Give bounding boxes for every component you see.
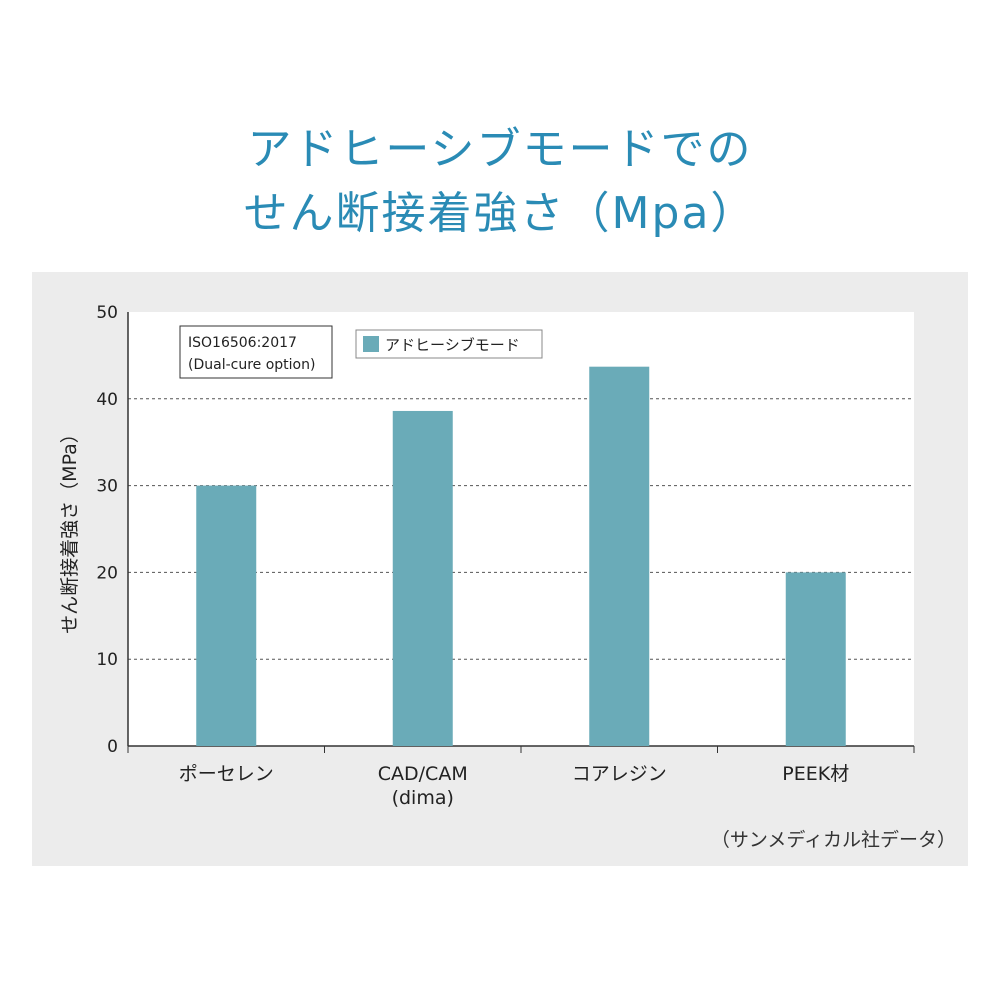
x-tick-label: (dima): [392, 787, 454, 809]
legend-box: [355, 329, 543, 359]
source-note: （サンメディカル社データ）: [710, 829, 956, 851]
y-tick-label: 20: [96, 563, 118, 583]
y-tick-label: 0: [107, 737, 118, 757]
y-tick-label: 30: [96, 477, 118, 497]
bar: [196, 485, 257, 746]
chart-panel: 0 10 20 30 40 50 ポーセレン CAD/CAM (dima) コアレジン PEEK材 せ…: [32, 272, 968, 866]
annotation-text: (Dual-cure option): [188, 357, 315, 373]
chart-title: アドヒーシブモードでの せん断接着強さ（Mpa）: [0, 118, 1000, 246]
bar: [392, 410, 453, 746]
legend-label: アドヒーシブモード: [385, 336, 520, 354]
x-tick-label: ポーセレン: [179, 763, 274, 785]
y-tick-label: 10: [96, 650, 118, 670]
annotation-text: ISO16506:2017: [188, 335, 297, 351]
y-axis-label: せん断接着強さ（MPa）: [59, 424, 81, 634]
y-tick-label: 40: [96, 390, 118, 410]
bar: [589, 366, 650, 746]
bar: [785, 572, 846, 746]
x-tick-label: コアレジン: [572, 763, 667, 785]
chart-title-line-1: アドヒーシブモードでの: [247, 124, 753, 175]
annotation-box: [179, 325, 333, 379]
y-tick-label: 50: [96, 303, 118, 323]
chart-title-line-2: せん断接着強さ（Mpa）: [243, 188, 757, 239]
legend-swatch: [363, 336, 379, 352]
x-tick-label: PEEK材: [782, 763, 849, 785]
x-tick-label: CAD/CAM: [378, 763, 468, 785]
bar-chart: 0 10 20 30 40 50 ポーセレン CAD/CAM(dima) コアレジン PEEK材 せ…: [59, 303, 915, 809]
plot-area: [128, 312, 914, 746]
